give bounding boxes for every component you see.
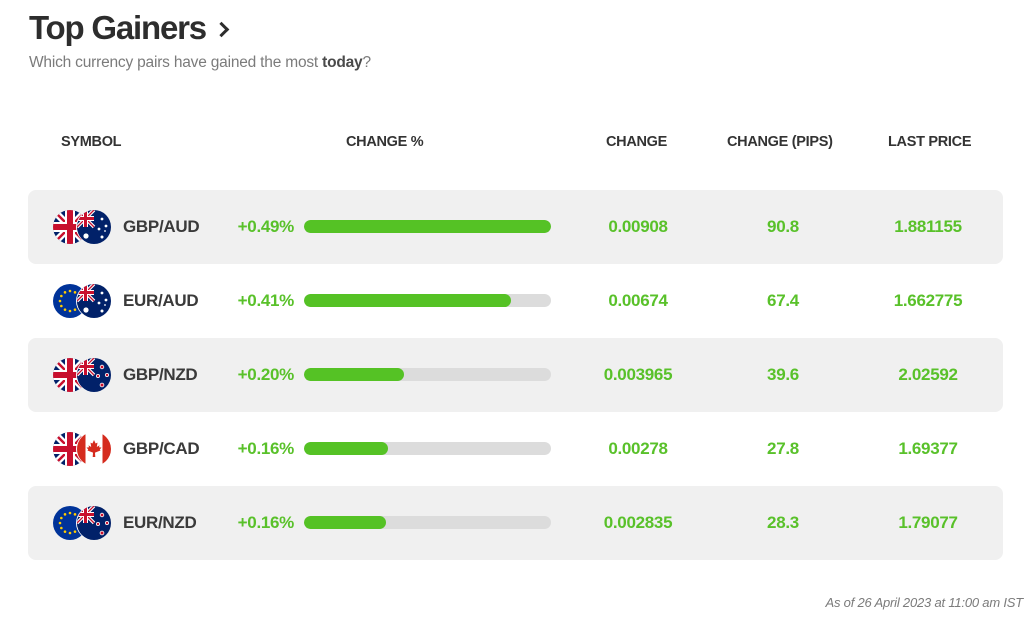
change-bar [304, 368, 551, 381]
change-bar-fill [304, 294, 512, 307]
subtitle-end: ? [362, 54, 371, 71]
australia-flag-icon [77, 210, 111, 244]
change-pct-value: +0.16% [237, 513, 295, 532]
pair-flags [53, 432, 111, 466]
timestamp-note: As of 26 April 2023 at 11:00 am IST [825, 595, 1023, 610]
change-bar-fill [304, 516, 386, 529]
change-value: 0.00908 [608, 217, 668, 236]
page-title: Top Gainers [29, 9, 207, 46]
table-row[interactable]: GBP/AUD +0.49% 0.00908 90.8 1.881155 [28, 190, 1003, 264]
last-price-value: 1.79077 [898, 513, 958, 532]
change-pct-value: +0.41% [237, 291, 295, 310]
symbol-link[interactable]: EUR/NZD [123, 513, 197, 532]
change-pips-value: 28.3 [767, 513, 799, 532]
australia-flag-icon [77, 284, 111, 318]
change-pct-value: +0.20% [237, 365, 295, 384]
change-bar-fill [304, 220, 551, 233]
change-pips-value: 39.6 [767, 365, 799, 384]
change-value: 0.00674 [608, 291, 668, 310]
table-row[interactable]: EUR/NZD +0.16% 0.002835 28.3 1.79077 [28, 486, 1003, 560]
change-bar-fill [304, 368, 405, 381]
change-pips-value: 67.4 [767, 291, 799, 310]
change-bar [304, 516, 551, 529]
table-row[interactable]: GBP/CAD +0.16% 0.00278 27.8 1.69377 [28, 412, 1003, 486]
column-header-last-price: LAST PRICE [888, 134, 972, 150]
column-header-symbol: SYMBOL [61, 134, 122, 150]
pair-flags [53, 284, 111, 318]
change-value: 0.003965 [603, 365, 673, 384]
pair-flags [53, 506, 111, 540]
change-bar-fill [304, 442, 388, 455]
new-zealand-flag-icon [77, 506, 111, 540]
change-pct-value: +0.49% [237, 217, 295, 236]
gainers-table-body: GBP/AUD +0.49% 0.00908 90.8 1.881155 EUR/AUD +… [28, 190, 1003, 560]
page-subtitle: Which currency pairs have gained the mos… [29, 54, 371, 72]
pair-flags [53, 358, 111, 392]
change-bar [304, 220, 551, 233]
chevron-right-icon [213, 21, 230, 38]
last-price-value: 1.69377 [898, 439, 958, 458]
subtitle-text: Which currency pairs have gained the mos… [29, 54, 323, 71]
subtitle-emphasis: today [322, 54, 363, 71]
pair-flags [53, 210, 111, 244]
last-price-value: 1.881155 [894, 217, 962, 236]
table-row[interactable]: EUR/AUD +0.41% 0.00674 67.4 1.662775 [28, 264, 1003, 338]
canada-flag-icon [77, 432, 111, 466]
last-price-value: 2.02592 [898, 365, 958, 384]
column-header-change-pct: CHANGE % [346, 134, 424, 150]
change-bar [304, 294, 551, 307]
table-header: SYMBOL CHANGE % CHANGE CHANGE (PIPS) LAS… [0, 134, 1034, 154]
last-price-value: 1.662775 [893, 291, 963, 310]
column-header-change: CHANGE [606, 134, 668, 150]
change-pips-value: 27.8 [767, 439, 799, 458]
change-value: 0.00278 [608, 439, 668, 458]
symbol-link[interactable]: GBP/AUD [123, 217, 200, 236]
symbol-link[interactable]: EUR/AUD [123, 291, 199, 310]
table-row[interactable]: GBP/NZD +0.20% 0.003965 39.6 2.02592 [28, 338, 1003, 412]
change-value: 0.002835 [603, 513, 673, 532]
change-bar [304, 442, 551, 455]
widget-header: Top Gainers Which currency pairs have ga… [29, 8, 371, 72]
change-pips-value: 90.8 [767, 217, 799, 236]
symbol-link[interactable]: GBP/NZD [123, 365, 198, 384]
symbol-link[interactable]: GBP/CAD [123, 439, 200, 458]
change-pct-value: +0.16% [237, 439, 295, 458]
new-zealand-flag-icon [77, 358, 111, 392]
column-header-change-pips: CHANGE (PIPS) [727, 134, 833, 150]
title-link[interactable]: Top Gainers [29, 8, 371, 48]
